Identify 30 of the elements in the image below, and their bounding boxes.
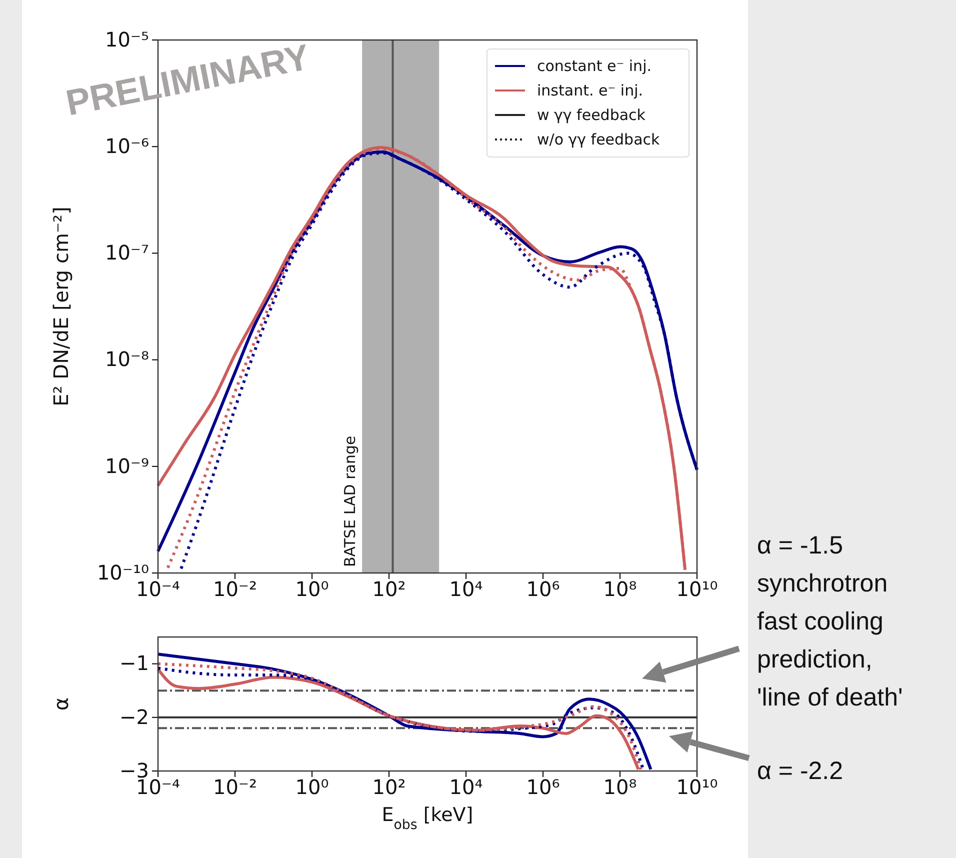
x-tick-label: 10⁸ bbox=[603, 775, 637, 800]
y-tick-label: 10⁻⁹ bbox=[104, 454, 149, 478]
band-label: BATSE LAD range bbox=[341, 436, 360, 567]
y-tick-label: 10⁻⁶ bbox=[104, 134, 149, 158]
y-tick-label: 10⁻⁷ bbox=[104, 240, 149, 265]
y-axis-title: α bbox=[49, 697, 73, 711]
x-tick-label: 10⁶ bbox=[526, 577, 560, 602]
x-tick-label: 10⁴ bbox=[449, 577, 483, 602]
x-tick-label: 10¹⁰ bbox=[676, 775, 718, 800]
x-tick-label: 10² bbox=[372, 775, 406, 800]
x-tick-label: 10⁶ bbox=[526, 775, 560, 800]
ref-line-label: α = -2.2 bbox=[757, 757, 844, 786]
x-axis-title: E$_{obs}$ [keV] bbox=[382, 804, 474, 832]
y-tick-label: 10⁻⁸ bbox=[104, 347, 149, 372]
x-tick-label: 10⁰ bbox=[295, 577, 329, 602]
y-tick-label: −2 bbox=[120, 704, 149, 729]
x-tick-label: 10² bbox=[372, 577, 406, 602]
annotation: w/o γγ feedback bbox=[537, 130, 660, 148]
x-tick-label: 10⁻² bbox=[212, 775, 258, 800]
y-axis-title: E² DN/dE [erg cm⁻²] bbox=[49, 206, 73, 406]
x-tick-label: 10⁴ bbox=[449, 775, 483, 800]
legend-label: constant e⁻ inj. bbox=[537, 57, 652, 75]
x-tick-label: 10⁰ bbox=[295, 775, 329, 800]
y-tick-label: −1 bbox=[120, 651, 149, 676]
x-tick-label: 10⁻² bbox=[212, 577, 258, 602]
x-tick-label: 10¹⁰ bbox=[676, 577, 718, 602]
legend-label: instant. e⁻ inj. bbox=[537, 82, 644, 100]
annotation: w γγ feedback bbox=[537, 106, 646, 124]
x-tick-label: 10⁸ bbox=[603, 577, 637, 602]
ref-line-label: α = -1.5 synchrotron fast cooling prediction, 'line of death' bbox=[757, 532, 903, 712]
